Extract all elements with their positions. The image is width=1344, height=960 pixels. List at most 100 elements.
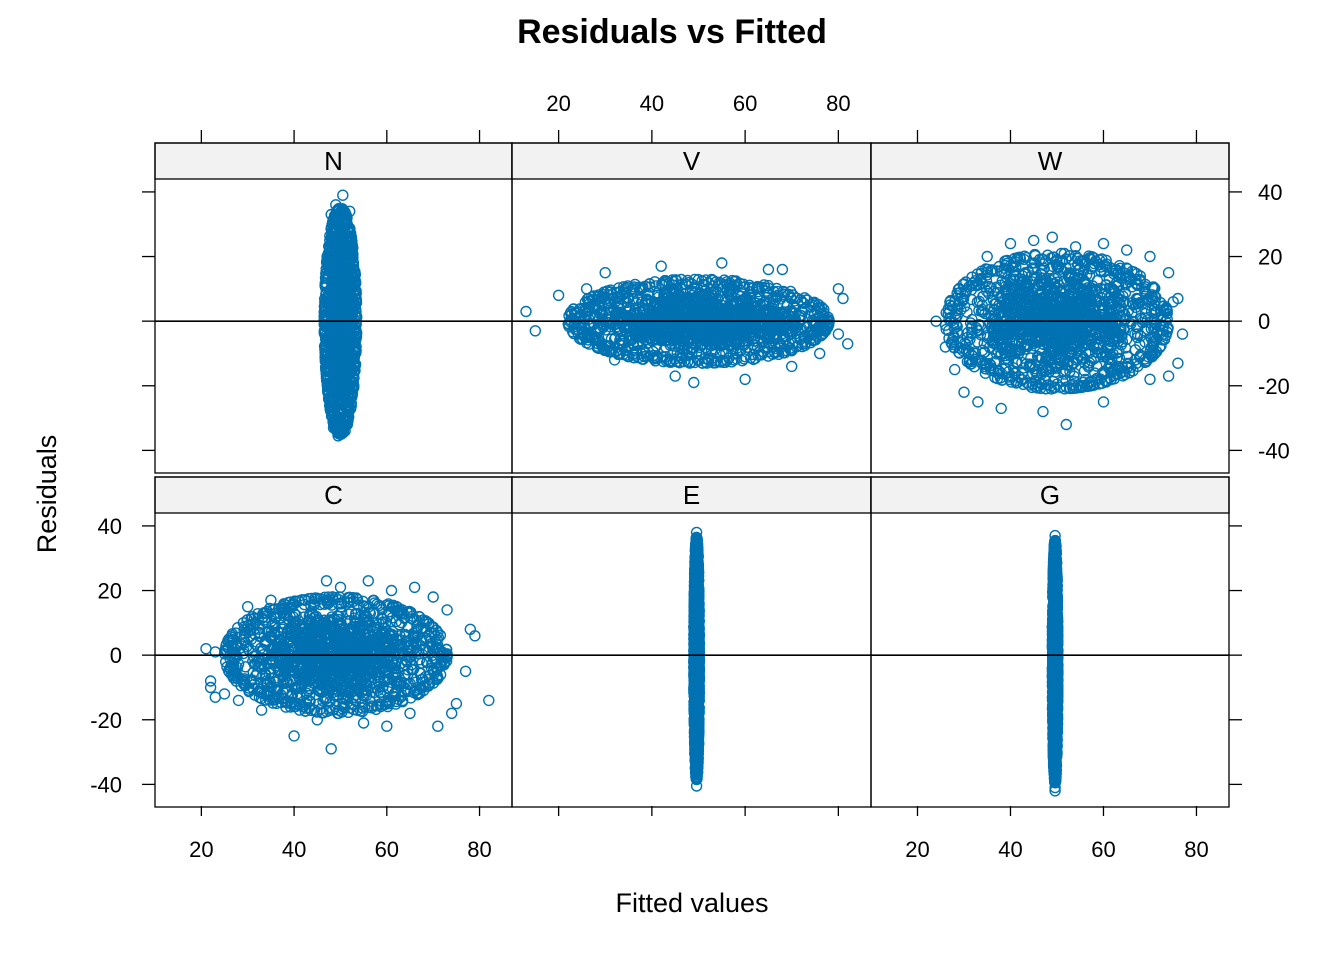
- data-point: [332, 347, 345, 359]
- data-point: [1004, 273, 1017, 285]
- data-point-outlier: [552, 289, 565, 301]
- data-point: [757, 346, 770, 358]
- data-point-outlier: [344, 205, 356, 218]
- data-point: [1026, 319, 1038, 331]
- data-point: [599, 324, 612, 336]
- data-point: [660, 335, 672, 347]
- points-group: [520, 257, 854, 389]
- data-point-outlier: [939, 341, 952, 353]
- data-point-outlier: [995, 402, 1007, 415]
- data-point-outlier: [1120, 244, 1133, 256]
- data-point: [348, 272, 360, 284]
- data-point: [1086, 328, 1099, 341]
- data-point: [686, 314, 698, 326]
- data-point: [716, 318, 729, 330]
- data-point: [747, 348, 759, 361]
- data-point-outlier: [327, 422, 340, 434]
- chart-title: Residuals vs Fitted: [517, 13, 827, 51]
- data-point: [1067, 338, 1080, 350]
- data-point: [330, 209, 343, 222]
- data-point: [682, 355, 694, 368]
- data-point: [743, 329, 755, 341]
- data-point: [986, 314, 999, 326]
- data-point: [599, 293, 611, 305]
- data-point: [779, 312, 791, 324]
- data-point: [730, 353, 743, 365]
- data-point-outlier: [325, 208, 337, 221]
- data-point: [1062, 308, 1075, 321]
- data-point: [1125, 318, 1137, 330]
- data-point: [1034, 299, 1046, 311]
- data-point: [1122, 305, 1135, 317]
- data-point: [1020, 252, 1033, 264]
- data-point: [710, 355, 723, 367]
- data-point: [1103, 299, 1115, 311]
- data-point: [322, 378, 335, 391]
- data-point: [967, 350, 979, 362]
- data-point: [771, 289, 784, 301]
- data-point-outlier: [1176, 328, 1189, 340]
- data-point: [1131, 328, 1144, 340]
- data-point: [328, 215, 341, 228]
- data-point: [1112, 327, 1125, 340]
- data-point: [1056, 375, 1069, 387]
- strip-label: V: [683, 146, 701, 176]
- data-point-outlier: [786, 360, 798, 373]
- data-point-outlier: [599, 267, 611, 279]
- data-point: [663, 332, 676, 344]
- data-point: [953, 298, 965, 310]
- data-point-outlier: [1046, 231, 1059, 243]
- data-point-outlier: [346, 380, 358, 392]
- panel-c: C: [154, 476, 513, 808]
- data-point: [685, 356, 697, 368]
- data-point: [721, 324, 733, 336]
- data-point: [1064, 293, 1076, 305]
- data-point: [598, 343, 611, 355]
- data-point: [641, 295, 653, 307]
- data-point: [335, 359, 347, 371]
- data-point: [1033, 280, 1046, 292]
- data-point: [734, 311, 747, 323]
- data-point: [978, 346, 990, 359]
- data-point-outlier: [953, 283, 965, 295]
- data-point: [596, 309, 608, 321]
- data-point: [348, 372, 360, 384]
- data-point: [320, 263, 332, 275]
- data-point-outlier: [1060, 418, 1073, 431]
- data-point: [756, 311, 768, 323]
- data-point: [1080, 313, 1093, 325]
- data-point: [618, 286, 630, 298]
- data-point: [1121, 361, 1133, 374]
- data-point: [632, 352, 645, 364]
- data-point-outlier: [1097, 237, 1110, 250]
- data-point: [628, 307, 640, 319]
- data-point: [1010, 256, 1022, 268]
- data-point: [965, 284, 978, 296]
- data-point: [1047, 340, 1060, 353]
- data-point: [703, 303, 715, 316]
- data-point-outlier: [958, 386, 970, 398]
- data-point: [1013, 344, 1025, 356]
- data-point: [1084, 299, 1096, 311]
- data-point: [1016, 286, 1028, 298]
- data-point: [321, 361, 333, 373]
- data-point: [680, 305, 692, 318]
- data-point: [767, 325, 779, 337]
- data-point: [1005, 306, 1017, 318]
- data-point: [714, 356, 727, 368]
- data-point: [991, 325, 1003, 337]
- data-point: [1161, 307, 1173, 320]
- data-point: [1003, 328, 1016, 340]
- data-point: [1118, 314, 1130, 326]
- data-point: [1022, 303, 1034, 315]
- data-point: [733, 289, 745, 302]
- data-point: [995, 367, 1008, 380]
- data-point: [1010, 356, 1023, 369]
- data-point: [1006, 281, 1018, 293]
- data-point: [1055, 324, 1067, 337]
- data-point: [636, 309, 648, 321]
- data-point-outlier: [972, 396, 984, 408]
- data-point: [637, 326, 649, 338]
- data-point: [651, 317, 663, 329]
- data-point: [738, 330, 750, 342]
